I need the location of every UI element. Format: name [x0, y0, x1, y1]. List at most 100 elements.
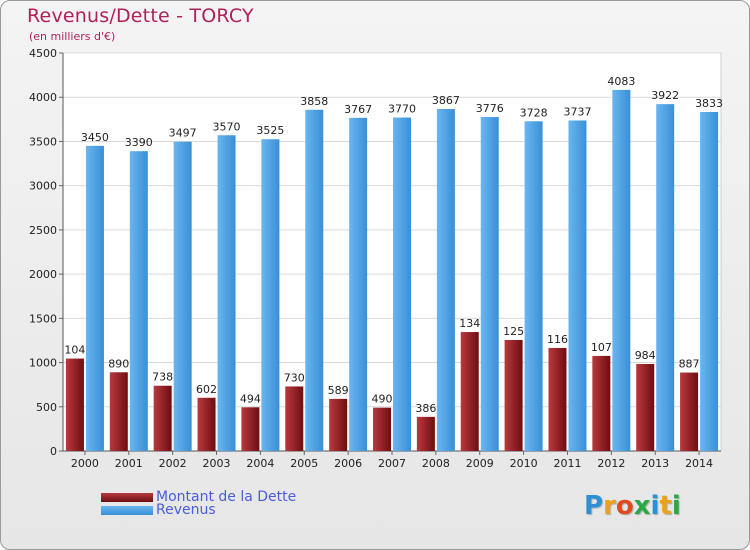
legend-swatch-revenus: [101, 505, 153, 515]
legend-swatch-dette: [101, 492, 153, 502]
x-tick-label: 2003: [203, 457, 231, 470]
bar-dette: [65, 358, 84, 451]
bar-revenus: [261, 139, 280, 451]
x-tick-label: 2006: [334, 457, 362, 470]
bar-revenus: [656, 104, 675, 452]
bar-dette-label: 494: [240, 392, 261, 405]
logo-letter: P: [584, 491, 604, 521]
bar-revenus-label: 3737: [563, 105, 591, 118]
x-tick-label: 2010: [510, 457, 538, 470]
bar-revenus-label: 3728: [520, 106, 548, 119]
x-tick-label: 2007: [378, 457, 406, 470]
logo-letter: t: [659, 491, 672, 521]
bar-revenus: [349, 117, 368, 452]
bar-revenus: [129, 151, 148, 451]
logo-letter: i: [650, 491, 660, 521]
y-tick-label: 500: [36, 401, 57, 414]
legend-label-revenus: Revenus: [156, 502, 216, 518]
bar-revenus: [524, 121, 543, 451]
bar-revenus-label: 3525: [256, 124, 284, 137]
bar-dette: [373, 407, 391, 451]
legend-label-dette: Montant de la Dette: [156, 489, 297, 505]
x-tick-label: 2011: [553, 457, 581, 470]
logo-letter: r: [603, 491, 616, 521]
legend-item-revenus: Revenus: [101, 502, 216, 518]
x-tick-label: 2000: [71, 457, 99, 470]
x-tick-label: 2001: [115, 457, 143, 470]
x-tick-label: 2004: [246, 457, 274, 470]
bar-revenus: [568, 120, 587, 452]
x-tick-label: 2005: [290, 457, 318, 470]
bar-dette-label: 602: [196, 383, 217, 396]
bar-dette-label: 730: [284, 371, 305, 384]
y-tick-label: 2000: [29, 268, 57, 281]
bar-dette-label: 104: [64, 344, 85, 357]
bar-dette: [548, 347, 567, 451]
y-tick-label: 3000: [29, 180, 57, 193]
bar-revenus-label: 4083: [607, 75, 635, 88]
bar-dette-label: 589: [328, 384, 349, 397]
chart-subtitle: (en milliers d'€): [29, 30, 116, 43]
bar-dette: [329, 398, 348, 451]
bar-dette-label: 107: [591, 341, 612, 354]
bar-dette: [504, 340, 523, 451]
x-tick-label: 2013: [641, 457, 669, 470]
bar-revenus: [217, 135, 236, 451]
y-tick-label: 4000: [29, 91, 57, 104]
y-tick-label: 0: [50, 445, 57, 458]
logo-letter: x: [633, 491, 651, 521]
bar-dette: [680, 372, 699, 451]
bar-dette-label: 116: [547, 333, 568, 346]
bar-dette-label: 125: [503, 325, 524, 338]
bar-revenus-label: 3867: [432, 94, 460, 107]
bar-revenus-label: 3450: [81, 131, 109, 144]
y-tick-label: 4500: [29, 47, 57, 60]
x-tick-label: 2008: [422, 457, 450, 470]
bar-dette: [592, 355, 611, 451]
bar-dette-label: 134: [459, 317, 480, 330]
bar-dette: [109, 372, 128, 451]
x-tick-label: 2014: [685, 457, 713, 470]
bar-dette-label: 890: [108, 357, 129, 370]
bar-revenus-label: 3858: [300, 95, 328, 108]
bar-dette: [197, 397, 216, 451]
bar-revenus-label: 3767: [344, 103, 372, 116]
bar-dette: [416, 416, 435, 451]
bar-revenus: [612, 89, 631, 451]
proxiti-logo: Proxiti: [584, 491, 681, 521]
bar-revenus: [85, 145, 104, 451]
bar-dette: [285, 386, 304, 451]
bar-revenus-label: 3833: [695, 97, 723, 110]
bar-dette: [153, 385, 172, 451]
bar-dette-label: 490: [372, 393, 393, 406]
bar-dette: [460, 332, 479, 451]
bar-dette-label: 738: [152, 371, 173, 384]
chart-title: Revenus/Dette - TORCY: [27, 5, 254, 27]
bar-dette-label: 887: [679, 358, 700, 371]
bar-revenus-label: 3770: [388, 103, 416, 116]
bar-dette-label: 984: [635, 349, 656, 362]
bar-revenus-label: 3390: [125, 136, 153, 149]
bar-dette-label: 386: [415, 402, 436, 415]
bar-revenus-label: 3922: [651, 89, 679, 102]
logo-letter: o: [615, 491, 634, 521]
x-tick-label: 2009: [466, 457, 494, 470]
bar-dette: [636, 363, 655, 451]
y-tick-label: 3500: [29, 135, 57, 148]
bar-revenus: [700, 111, 719, 452]
bar-revenus: [436, 108, 455, 451]
y-tick-label: 2500: [29, 224, 57, 237]
bar-revenus-label: 3570: [213, 120, 241, 133]
bar-revenus: [305, 109, 324, 451]
y-tick-label: 1000: [29, 357, 57, 370]
bar-revenus-label: 3776: [476, 102, 504, 115]
logo-letter: i: [671, 491, 681, 521]
bar-dette: [241, 407, 260, 451]
y-tick-label: 1500: [29, 312, 57, 325]
legend-item-dette: Montant de la Dette: [101, 489, 296, 505]
bar-revenus-label: 3497: [169, 127, 197, 140]
bar-revenus: [480, 117, 499, 451]
x-tick-label: 2012: [597, 457, 625, 470]
